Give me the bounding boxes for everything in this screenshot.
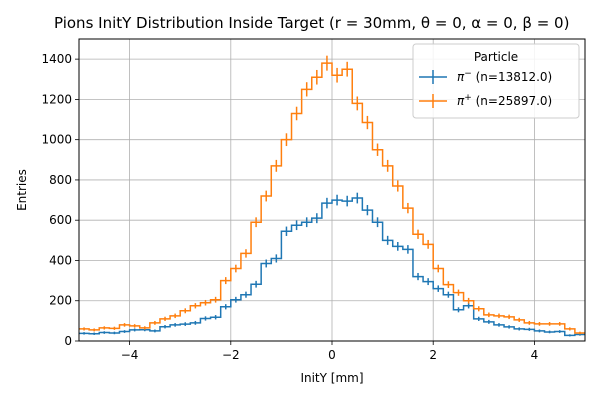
y-tick-label: 0 [64,334,72,348]
y-tick-label: 1000 [41,133,72,147]
x-tick-label: 2 [429,348,437,362]
y-tick-label: 200 [49,294,72,308]
legend-title: Particle [474,50,518,64]
x-axis-label: InitY [mm] [300,371,363,385]
y-tick-label: 800 [49,173,72,187]
x-tick-label: −2 [222,348,240,362]
series-group [79,55,585,337]
chart-title: Pions InitY Distribution Inside Target (… [54,14,569,32]
y-tick-label: 600 [49,213,72,227]
x-axis-ticks: −4 −2 0 2 4 [121,341,538,362]
y-tick-label: 1400 [41,52,72,66]
y-tick-label: 400 [49,253,72,267]
x-tick-label: −4 [121,348,139,362]
x-tick-label: 0 [328,348,336,362]
series-pi-plus [79,55,585,335]
y-axis-ticks: 0 200 400 600 800 1000 1200 1400 [41,52,79,348]
y-tick-label: 1200 [41,92,72,106]
legend-entry-label: π+ (n=25897.0) [457,93,552,108]
legend-box [412,43,580,119]
legend: Particle π− (n=13812.0) π+ (n=25897.0) [412,43,580,119]
legend-entry-label: π− (n=13812.0) [457,69,552,84]
series-pi-minus [79,192,585,337]
y-axis-label: Entries [15,169,29,211]
x-tick-label: 4 [531,348,539,362]
